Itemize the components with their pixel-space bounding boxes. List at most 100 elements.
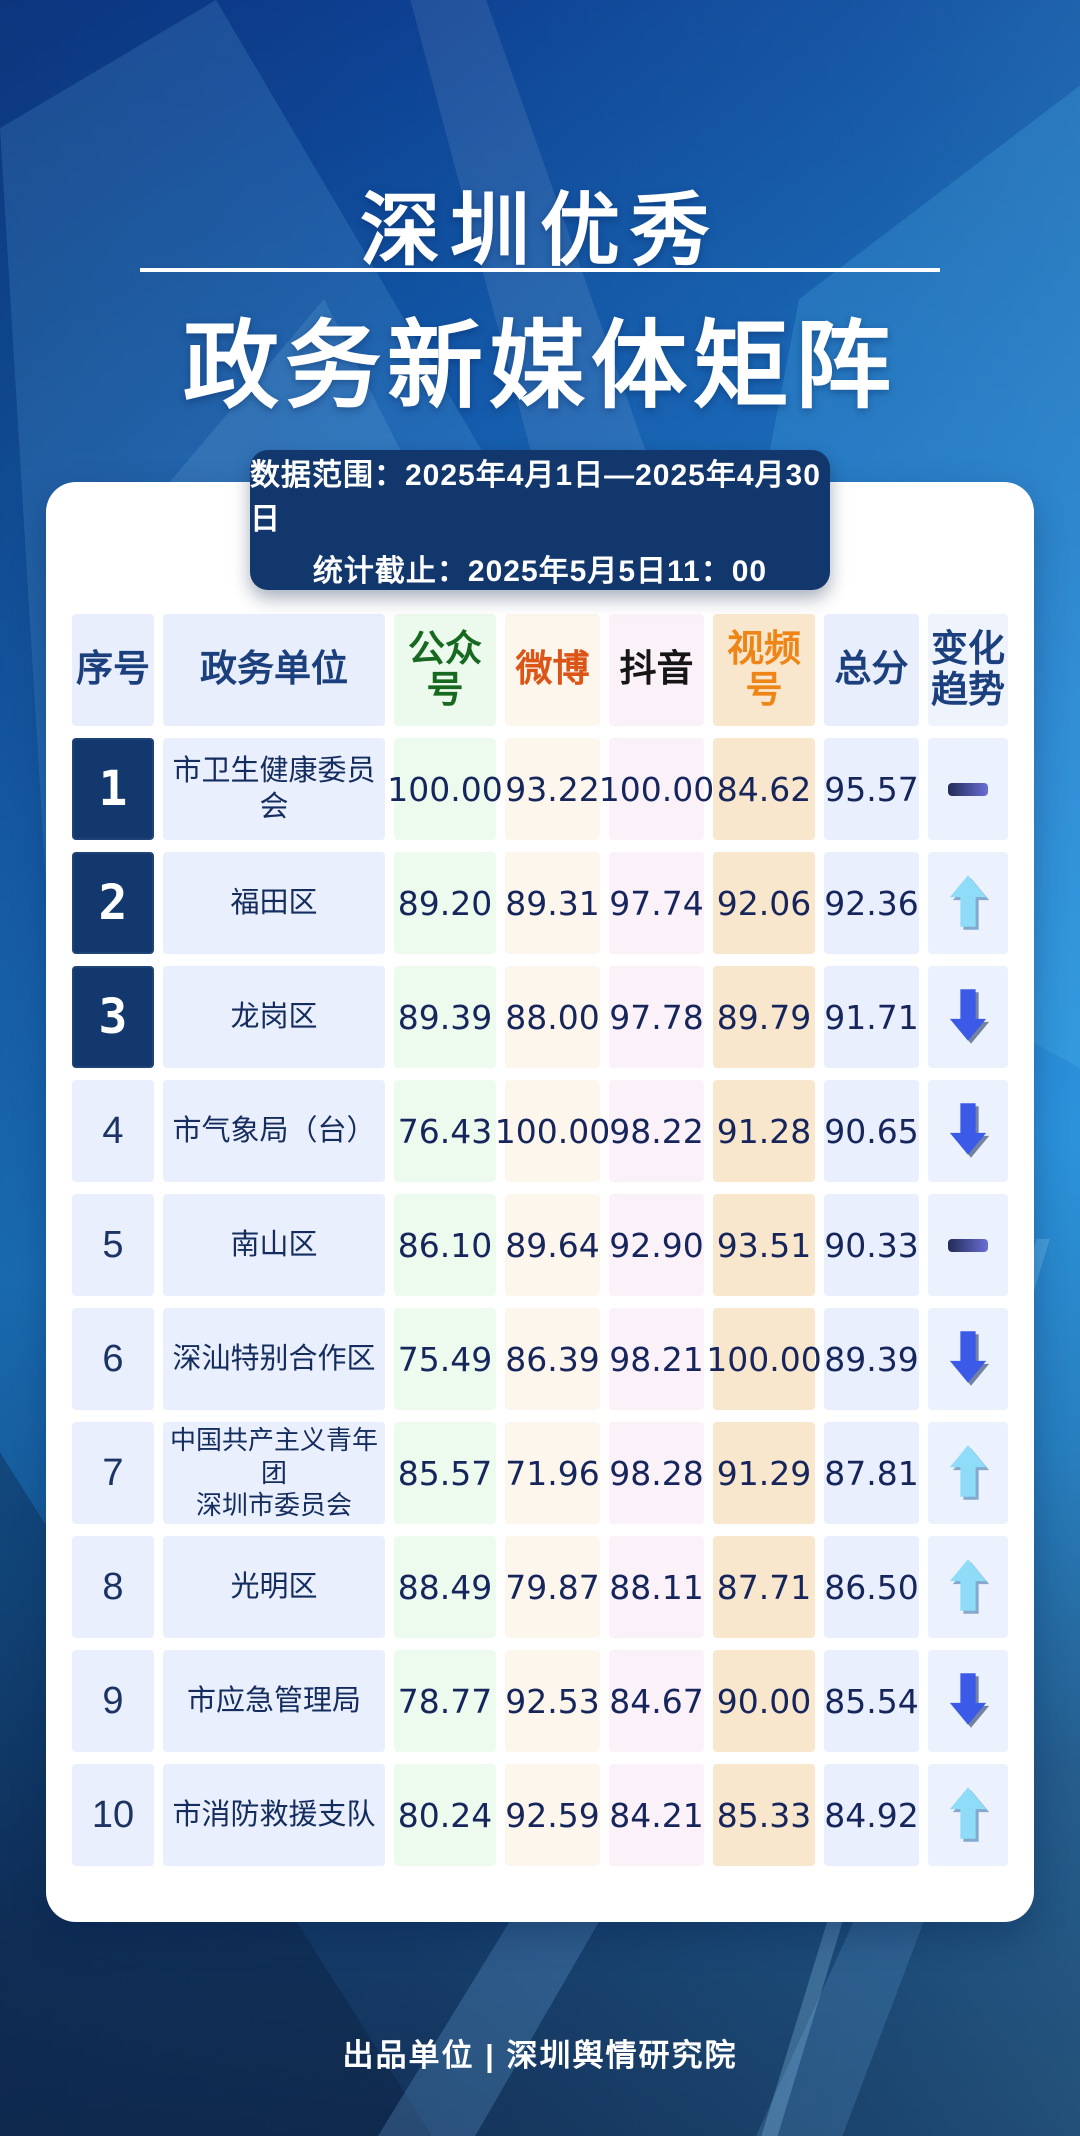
sph-score-cell: 91.28 [713,1080,815,1182]
ranking-table: 序号 政务单位 公众号 微博 抖音 视频号 总分 变化趋势 1 市卫生健康委员会 100.00 93.… [72,614,1008,1866]
rank-cell-5: 5 [72,1194,154,1296]
trend-cell [928,966,1008,1068]
trend-up-arrow-icon [947,1442,989,1505]
sph-score-cell: 92.06 [713,852,815,954]
trend-cell [928,1650,1008,1752]
sph-score-cell: 87.71 [713,1536,815,1638]
dy-score-cell: 100.00 [599,738,714,840]
trend-cell [928,1194,1008,1296]
gzh-score-cell: 75.49 [394,1308,496,1410]
gzh-score-cell: 100.00 [387,738,503,840]
column-header-2: 公众号 [394,614,496,726]
trend-cell [928,1080,1008,1182]
dy-score-cell: 92.90 [609,1194,704,1296]
gzh-score-cell: 88.49 [394,1536,496,1638]
trend-up-arrow-icon [947,1556,989,1619]
wb-score-cell: 89.64 [505,1194,600,1296]
unit-cell: 市气象局（台） [163,1080,385,1182]
gzh-score-cell: 89.39 [394,966,496,1068]
unit-cell: 光明区 [163,1536,385,1638]
unit-cell: 市卫生健康委员会 [163,738,385,840]
unit-cell: 市应急管理局 [163,1650,385,1752]
total-score-cell: 92.36 [824,852,919,954]
total-score-cell: 91.71 [824,966,919,1068]
trend-flat-icon [948,1238,988,1252]
total-score-cell: 89.39 [824,1308,919,1410]
trend-up-arrow-icon [947,1784,989,1847]
dy-score-cell: 97.78 [609,966,704,1068]
total-score-cell: 95.57 [824,738,919,840]
poster-title-line1: 深圳优秀 [360,186,720,275]
wb-score-cell: 79.87 [505,1536,600,1638]
dy-score-cell: 98.28 [609,1422,704,1524]
column-header-3: 微博 [505,614,600,726]
rank-cell-1: 1 [72,738,154,840]
trend-cell [928,1422,1008,1524]
trend-cell [928,1536,1008,1638]
total-score-cell: 85.54 [824,1650,919,1752]
trend-cell [928,852,1008,954]
unit-cell: 南山区 [163,1194,385,1296]
column-header-5: 视频号 [713,614,815,726]
dy-score-cell: 98.21 [609,1308,704,1410]
dy-score-cell: 88.11 [609,1536,704,1638]
trend-up-arrow-icon [947,872,989,935]
wb-score-cell: 71.96 [505,1422,600,1524]
gzh-score-cell: 89.20 [394,852,496,954]
trend-down-arrow-icon [947,1328,989,1391]
sph-score-cell: 90.00 [713,1650,815,1752]
title-divider [140,268,940,272]
table-card: 序号 政务单位 公众号 微博 抖音 视频号 总分 变化趋势 1 市卫生健康委员会 100.00 93.… [46,482,1034,1922]
dy-score-cell: 98.22 [609,1080,704,1182]
gzh-score-cell: 85.57 [394,1422,496,1524]
data-range-box: 数据范围：2025年4月1日—2025年4月30日 统计截止：2025年5月5日… [250,450,830,590]
dy-score-cell: 97.74 [609,852,704,954]
total-score-cell: 90.65 [824,1080,919,1182]
sph-score-cell: 91.29 [713,1422,815,1524]
column-header-1: 政务单位 [163,614,385,726]
rank-cell-10: 10 [72,1764,154,1866]
column-header-7: 变化趋势 [928,614,1008,726]
wb-score-cell: 86.39 [505,1308,600,1410]
gzh-score-cell: 80.24 [394,1764,496,1866]
sph-score-cell: 100.00 [706,1308,822,1410]
rank-cell-6: 6 [72,1308,154,1410]
wb-score-cell: 93.22 [505,738,600,840]
dy-score-cell: 84.67 [609,1650,704,1752]
gzh-score-cell: 78.77 [394,1650,496,1752]
unit-cell: 中国共产主义青年团 深圳市委员会 [163,1422,385,1524]
trend-flat-icon [948,782,988,796]
dy-score-cell: 84.21 [609,1764,704,1866]
publisher-credit: 出品单位 | 深圳舆情研究院 [342,2038,738,2073]
wb-score-cell: 92.59 [505,1764,600,1866]
total-score-cell: 84.92 [824,1764,919,1866]
column-header-6: 总分 [824,614,919,726]
trend-down-arrow-icon [947,1100,989,1163]
unit-cell: 市消防救援支队 [163,1764,385,1866]
poster-title-line2: 政务新媒体矩阵 [183,313,897,420]
unit-cell: 龙岗区 [163,966,385,1068]
rank-cell-2: 2 [72,852,154,954]
rank-cell-7: 7 [72,1422,154,1524]
sph-score-cell: 89.79 [713,966,815,1068]
trend-cell [928,738,1008,840]
data-range-text: 数据范围：2025年4月1日—2025年4月30日 [250,459,821,536]
column-header-0: 序号 [72,614,154,726]
wb-score-cell: 89.31 [505,852,600,954]
trend-down-arrow-icon [947,986,989,1049]
wb-score-cell: 100.00 [495,1080,610,1182]
gzh-score-cell: 76.43 [394,1080,496,1182]
rank-cell-3: 3 [72,966,154,1068]
sph-score-cell: 84.62 [713,738,815,840]
total-score-cell: 86.50 [824,1536,919,1638]
gzh-score-cell: 86.10 [394,1194,496,1296]
rank-cell-8: 8 [72,1536,154,1638]
wb-score-cell: 88.00 [505,966,600,1068]
total-score-cell: 87.81 [824,1422,919,1524]
column-header-4: 抖音 [609,614,704,726]
stats-cutoff-text: 统计截止：2025年5月5日11：00 [312,555,768,588]
rank-cell-4: 4 [72,1080,154,1182]
rank-cell-9: 9 [72,1650,154,1752]
sph-score-cell: 85.33 [713,1764,815,1866]
trend-cell [928,1764,1008,1866]
